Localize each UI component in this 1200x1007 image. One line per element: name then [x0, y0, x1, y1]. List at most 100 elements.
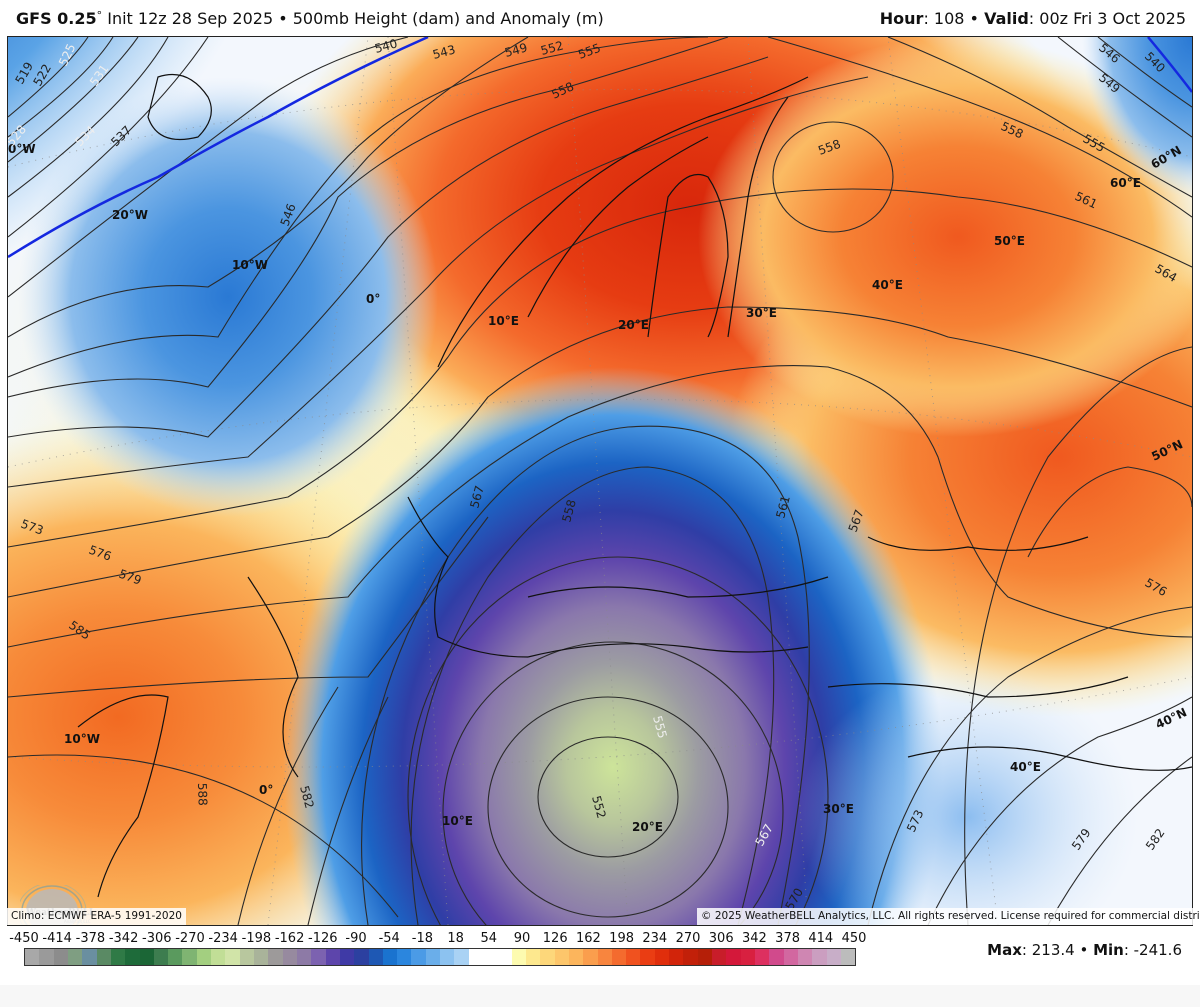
- valid-value: : 00z Fri 3 Oct 2025: [1028, 9, 1186, 28]
- colorbar-tick: -306: [142, 931, 172, 946]
- max-value: : 213.4 •: [1021, 941, 1094, 959]
- lon-label: 40°E: [1010, 760, 1041, 774]
- model-name: GFS 0.25: [16, 9, 97, 28]
- colorbar-swatch: [282, 949, 297, 965]
- colorbar-swatch: [554, 949, 569, 965]
- contour-label: 582: [297, 784, 316, 810]
- colorbar-tick: 306: [708, 931, 734, 946]
- colorbar-swatch: [654, 949, 670, 965]
- colorbar-swatch: [812, 949, 827, 965]
- lon-label: 30°E: [746, 306, 777, 320]
- header: GFS 0.25° Init 12z 28 Sep 2025 • 500mb H…: [0, 0, 1200, 36]
- colorbar-swatch: [540, 949, 555, 965]
- lon-label: 20°E: [618, 318, 649, 332]
- contour-label: 561: [773, 494, 792, 520]
- forecast-map: 0°W 20°W 10°W 0° 10°E 20°E 30°E 40°E 50°…: [7, 36, 1193, 926]
- colorbar-tick: -414: [42, 931, 72, 946]
- valid-label: Valid: [984, 9, 1029, 28]
- colorbar-swatch: [425, 949, 441, 965]
- colorbar-swatch: [82, 949, 97, 965]
- colorbar-tick: 450: [841, 931, 867, 946]
- colorbar-swatch: [568, 949, 584, 965]
- colorbar-swatch: [840, 949, 856, 965]
- colorbar-tick: 126: [542, 931, 568, 946]
- colorbar-tick: 18: [447, 931, 464, 946]
- contour-label: 552: [539, 38, 565, 57]
- colorbar-swatch: [168, 949, 183, 965]
- colorbar-swatch: [640, 949, 655, 965]
- colorbar-swatch: [125, 949, 140, 965]
- max-label: Max: [987, 941, 1022, 959]
- colorbar-tick: -234: [208, 931, 238, 946]
- colorbar-swatch: [397, 949, 412, 965]
- colorbar-swatch: [440, 949, 455, 965]
- lon-label: 40°E: [872, 278, 903, 292]
- colorbar-tick: 54: [480, 931, 498, 946]
- lon-label: 10°W: [232, 258, 268, 272]
- anomaly-field: 0°W 20°W 10°W 0° 10°E 20°E 30°E 40°E 50°…: [8, 37, 1192, 925]
- colorbar-swatch: [797, 949, 813, 965]
- colorbar-swatch: [769, 949, 784, 965]
- colorbar-swatch: [669, 949, 684, 965]
- hour-label: Hour: [879, 9, 924, 28]
- colorbar-swatch: [268, 949, 283, 965]
- colorbar-swatch: [726, 949, 741, 965]
- contour-label: 552: [589, 794, 608, 820]
- contour-label: 549: [503, 40, 529, 59]
- colorbar-tick: 270: [675, 931, 701, 946]
- colorbar-tick: 198: [609, 931, 635, 946]
- colorbar-swatch: [325, 949, 340, 965]
- copyright-notice: © 2025 WeatherBELL Analytics, LLC. All r…: [697, 908, 1200, 925]
- colorbar-swatch: [211, 949, 226, 965]
- colorbar-swatch: [196, 949, 212, 965]
- colorbar-tick: 234: [642, 931, 668, 946]
- colorbar-tick: 378: [775, 931, 801, 946]
- lon-label: 10°W: [64, 732, 100, 746]
- lon-label: 20°E: [632, 820, 663, 834]
- colorbar-swatch: [497, 949, 512, 965]
- colorbar-swatch: [511, 949, 526, 965]
- colorbar-swatch: [740, 949, 755, 965]
- min-label: Min: [1093, 941, 1124, 959]
- lon-label: 60°E: [1110, 176, 1141, 190]
- colorbar-swatch: [110, 949, 126, 965]
- lon-label: 30°E: [823, 802, 854, 816]
- colorbar-swatch: [411, 949, 426, 965]
- footer-strip: [0, 985, 1200, 1007]
- colorbar-swatch: [468, 949, 483, 965]
- colorbar-tick: -90: [345, 931, 367, 946]
- min-value: : -241.6: [1123, 941, 1182, 959]
- colorbar-tick: 90: [513, 931, 531, 946]
- colorbar-tick: -198: [241, 931, 272, 946]
- colorbar-swatch: [454, 949, 469, 965]
- contour-label: 543: [431, 42, 457, 61]
- degree-symbol: °: [96, 9, 103, 22]
- colorbar-swatch: [754, 949, 770, 965]
- colorbar-tick: -378: [75, 931, 106, 946]
- colorbar-tick: -450: [9, 931, 39, 946]
- colorbar-swatch: [626, 949, 641, 965]
- colorbar-swatch: [225, 949, 240, 965]
- colorbar-swatch: [368, 949, 383, 965]
- colorbar-swatch: [826, 949, 841, 965]
- colorbar-swatch: [697, 949, 712, 965]
- colorbar-swatch: [296, 949, 312, 965]
- colorbar-tick: -270: [175, 931, 205, 946]
- contour-label: 567: [467, 484, 486, 510]
- colorbar-tick: 162: [575, 931, 601, 946]
- colorbar-swatch: [783, 949, 798, 965]
- colorbar-swatch: [311, 949, 326, 965]
- colorbar-swatch: [712, 949, 727, 965]
- colorbar-swatch: [254, 949, 269, 965]
- colorbar-swatch: [53, 949, 68, 965]
- colorbar-tick-labels: -450 -414 -378 -342 -306 -270 -234 -198 -162 -126…: [9, 931, 866, 947]
- colorbar-tick: -342: [108, 931, 139, 946]
- lon-label: 50°E: [994, 234, 1025, 248]
- max-min-stats: Max: 213.4 • Min: -241.6: [987, 941, 1182, 959]
- colorbar-swatch: [583, 949, 598, 965]
- colorbar-swatch: [239, 949, 254, 965]
- colorbar-swatch: [382, 949, 398, 965]
- colorbar-swatch: [483, 949, 498, 965]
- lon-label: 0°: [366, 292, 380, 306]
- lon-label: 0°: [259, 783, 273, 797]
